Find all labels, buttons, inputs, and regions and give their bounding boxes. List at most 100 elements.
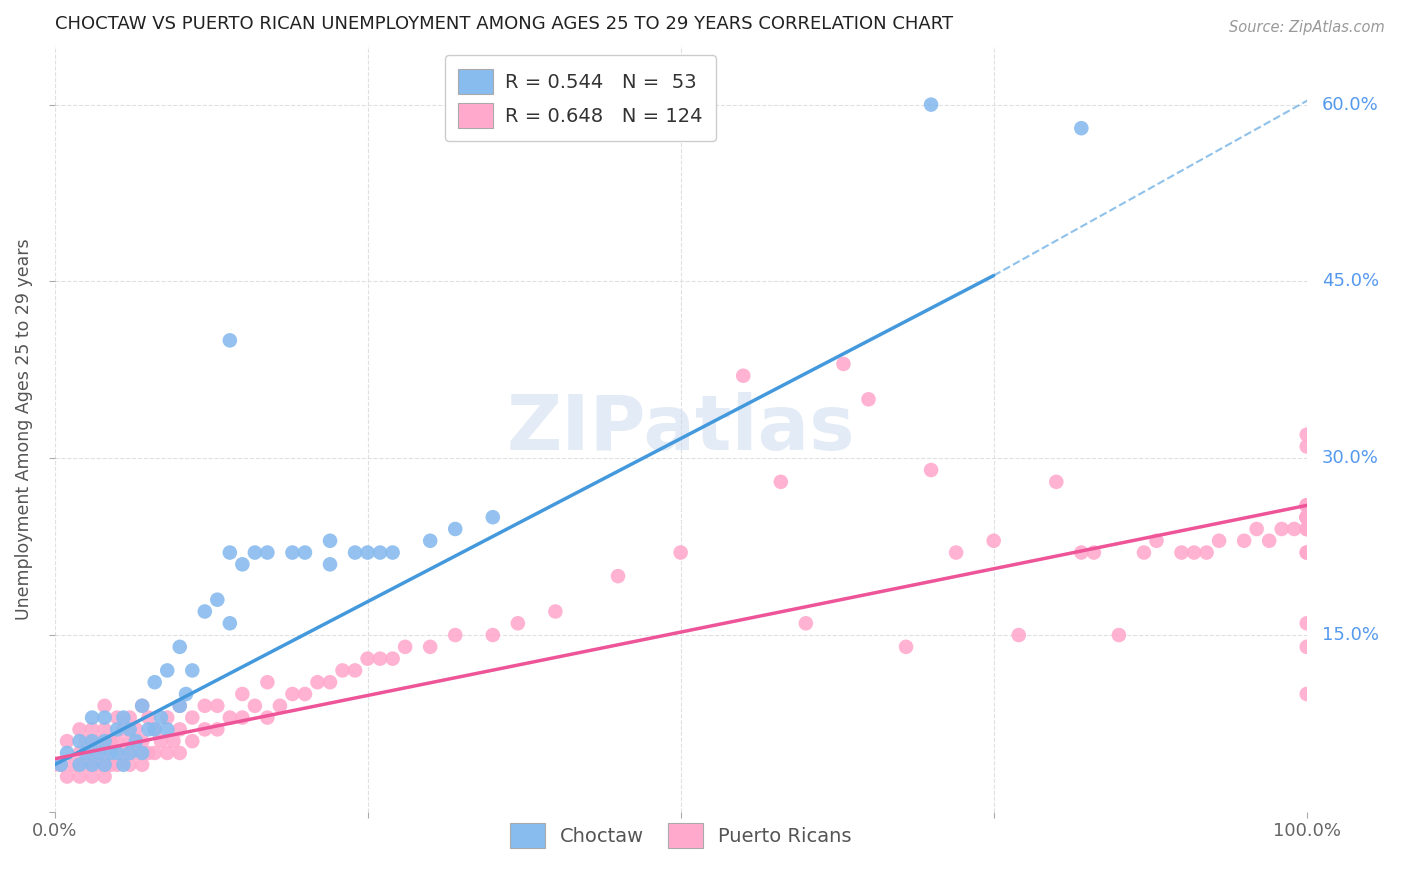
Point (56, 746, 79, 760)
Text: 30.0%: 30.0% (1322, 450, 1379, 467)
Point (319, 533, 342, 548)
Point (368, 545, 391, 559)
Point (69, 734, 91, 748)
Point (125, 723, 148, 737)
Point (181, 710, 204, 724)
Point (143, 675, 166, 690)
Point (87, 757, 110, 772)
Point (1295, 616, 1317, 631)
Point (1108, 628, 1130, 642)
Point (344, 545, 367, 559)
Text: 45.0%: 45.0% (1322, 272, 1379, 291)
Point (131, 698, 153, 713)
Point (419, 640, 441, 654)
Point (218, 545, 240, 559)
Point (156, 664, 179, 678)
Point (733, 368, 755, 383)
Point (218, 710, 240, 724)
Point (125, 746, 148, 760)
Point (93, 698, 115, 713)
Point (1271, 522, 1294, 536)
Point (100, 734, 122, 748)
Point (1195, 545, 1218, 559)
Point (983, 533, 1005, 548)
Point (82, 723, 104, 737)
Point (105, 723, 128, 737)
Point (1295, 522, 1317, 536)
Point (1295, 510, 1317, 524)
Point (207, 592, 229, 607)
Point (156, 723, 179, 737)
Text: Source: ZipAtlas.com: Source: ZipAtlas.com (1229, 20, 1385, 35)
Point (105, 710, 128, 724)
Point (1295, 440, 1317, 454)
Point (243, 698, 266, 713)
Point (256, 675, 278, 690)
Point (1258, 533, 1281, 548)
Point (162, 734, 184, 748)
Point (169, 698, 191, 713)
Point (149, 734, 172, 748)
Point (1295, 427, 1317, 442)
Y-axis label: Unemployment Among Ages 25 to 29 years: Unemployment Among Ages 25 to 29 years (15, 238, 32, 620)
Point (294, 545, 316, 559)
Point (1295, 499, 1317, 513)
Point (207, 698, 229, 713)
Point (169, 746, 191, 760)
Point (56, 734, 79, 748)
Point (131, 698, 153, 713)
Point (138, 723, 160, 737)
Point (1008, 628, 1031, 642)
Point (69, 757, 91, 772)
Point (945, 545, 967, 559)
Point (1295, 510, 1317, 524)
Point (156, 746, 179, 760)
Point (332, 664, 354, 678)
Point (112, 710, 135, 724)
Point (207, 723, 229, 737)
Point (131, 734, 153, 748)
Point (138, 746, 160, 760)
Point (356, 651, 378, 665)
Point (381, 651, 404, 665)
Point (181, 734, 204, 748)
Point (93, 757, 115, 772)
Point (100, 746, 122, 760)
Point (112, 757, 135, 772)
Point (607, 569, 630, 583)
Text: 15.0%: 15.0% (1322, 626, 1379, 644)
Point (82, 770, 104, 784)
Point (281, 687, 304, 701)
Point (368, 651, 391, 665)
Point (858, 392, 880, 407)
Point (1146, 533, 1168, 548)
Point (149, 710, 172, 724)
Point (1295, 510, 1317, 524)
Point (93, 770, 115, 784)
Point (344, 664, 367, 678)
Point (174, 687, 197, 701)
Point (143, 723, 166, 737)
Point (100, 757, 122, 772)
Point (1295, 510, 1317, 524)
Point (1295, 510, 1317, 524)
Point (118, 710, 141, 724)
Point (143, 723, 166, 737)
Point (1295, 545, 1317, 559)
Point (105, 734, 128, 748)
Point (44, 757, 66, 772)
Point (294, 687, 316, 701)
Point (1208, 533, 1230, 548)
Point (75, 757, 97, 772)
Point (481, 510, 503, 524)
Point (669, 545, 692, 559)
Point (82, 734, 104, 748)
Point (169, 698, 191, 713)
Point (1295, 499, 1317, 513)
Point (1045, 475, 1067, 489)
Point (56, 770, 79, 784)
Point (82, 746, 104, 760)
Point (69, 746, 91, 760)
Point (444, 522, 467, 536)
Point (1070, 545, 1092, 559)
